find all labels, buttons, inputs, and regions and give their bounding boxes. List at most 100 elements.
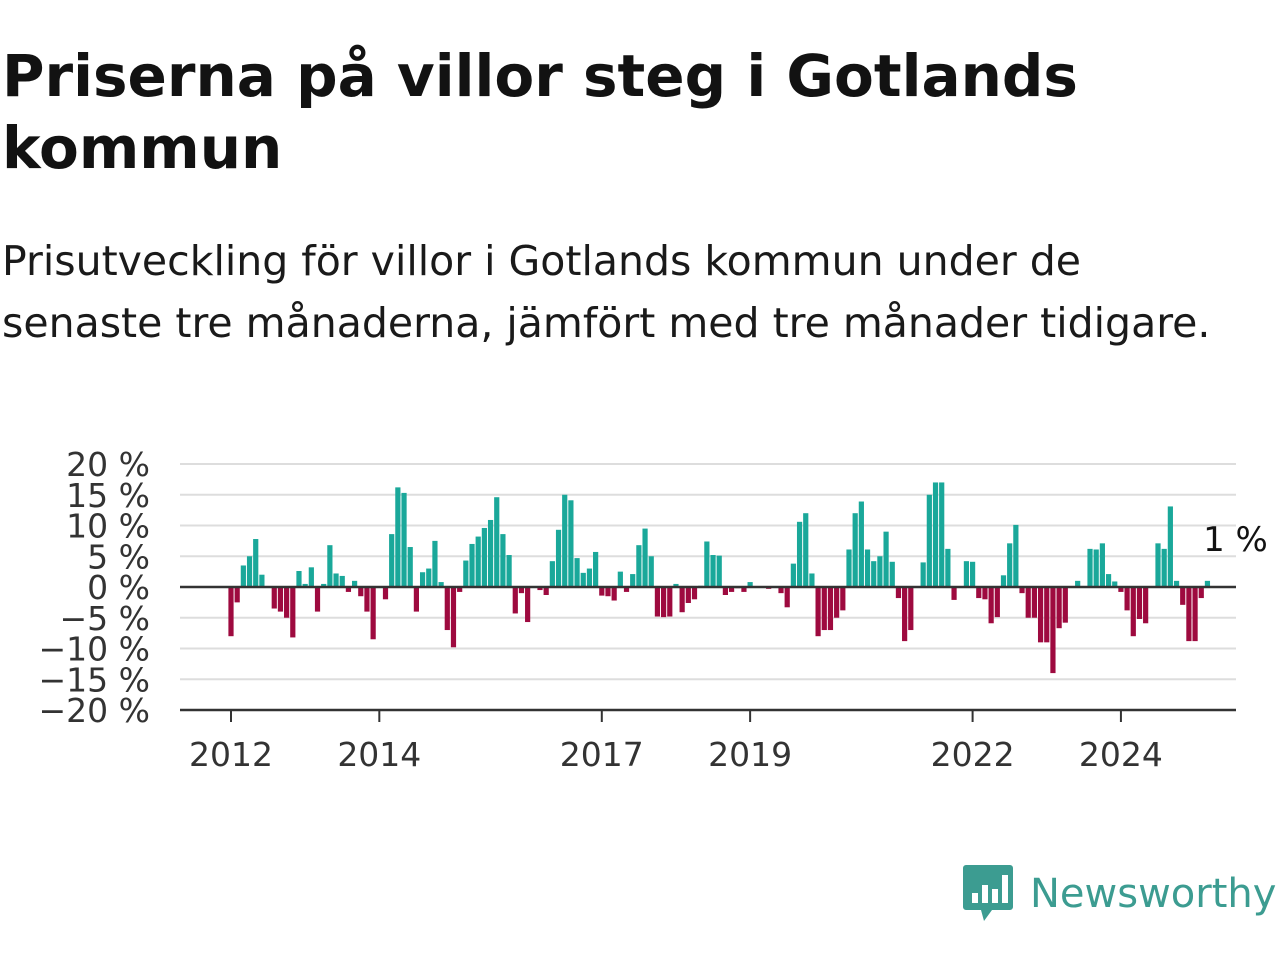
bar-negative	[994, 587, 1000, 618]
bar-positive	[352, 580, 358, 587]
bar-positive	[401, 492, 407, 587]
bar-negative	[512, 587, 518, 614]
bar-chart: 20 %15 %10 %5 %0 %−5 %−10 %−15 %−20 % 20…	[39, 445, 1268, 774]
bar-negative	[834, 587, 840, 618]
bar-positive	[500, 534, 506, 587]
bar-negative	[902, 587, 908, 642]
bar-positive	[883, 531, 889, 587]
bar-negative	[525, 587, 531, 623]
bar-negative	[1186, 587, 1192, 642]
bar-positive	[419, 572, 426, 587]
bar-negative	[982, 587, 988, 600]
y-tick-label: −15 %	[39, 660, 151, 699]
bar-positive	[1013, 524, 1019, 587]
bar-negative	[895, 587, 902, 599]
bar-positive	[617, 571, 623, 588]
bar-positive	[574, 558, 580, 587]
bar-positive	[1099, 543, 1105, 587]
bar-positive	[494, 497, 500, 587]
bar-negative	[685, 587, 691, 603]
bar-negative	[1019, 587, 1025, 594]
brand-name: Newsworthy	[1030, 871, 1277, 917]
bar-positive	[747, 582, 753, 587]
bar-positive	[333, 573, 339, 587]
grid-lines	[180, 463, 1236, 711]
bar-positive	[549, 561, 555, 587]
bar-positive	[1161, 548, 1167, 587]
y-axis-ticks: 20 %15 %10 %5 %0 %−5 %−10 %−15 %−20 %	[39, 445, 151, 730]
bar-negative	[277, 587, 284, 612]
bar-positive	[963, 561, 970, 587]
bar-negative	[234, 587, 240, 603]
bar-negative	[1056, 587, 1062, 629]
y-tick-label: −10 %	[39, 630, 151, 669]
bar-positive	[864, 549, 871, 587]
bar-positive	[673, 583, 679, 587]
bar-negative	[1198, 587, 1204, 599]
bar-negative	[1025, 587, 1031, 618]
y-tick-label: 0 %	[87, 568, 150, 607]
bar-negative	[413, 587, 419, 612]
bar-positive	[809, 573, 815, 587]
bar-positive	[253, 539, 259, 587]
bar-positive	[586, 568, 593, 587]
x-tick-label: 2017	[560, 735, 644, 774]
bar-positive	[308, 567, 314, 587]
bar-negative	[1143, 587, 1149, 624]
y-tick-label: 10 %	[66, 507, 150, 546]
bar-negative	[1192, 587, 1198, 642]
newsworthy-logo: Newsworthy	[962, 862, 1276, 926]
x-tick-label: 2022	[931, 735, 1015, 774]
bar-negative	[778, 587, 784, 594]
bar-positive	[630, 574, 636, 587]
bar-negative	[988, 587, 994, 624]
bar-positive	[580, 572, 586, 587]
bar-positive	[487, 519, 494, 587]
bar-positive	[593, 551, 599, 587]
bar-positive	[327, 545, 333, 587]
bar-positive	[920, 562, 926, 587]
bar-negative	[611, 587, 617, 601]
bar-positive	[426, 568, 432, 587]
bar-positive	[463, 560, 469, 587]
bar-positive	[1173, 580, 1180, 587]
bar-positive	[636, 545, 642, 587]
bar-negative	[815, 587, 821, 637]
bar-negative	[821, 587, 827, 631]
x-tick-label: 2019	[708, 735, 792, 774]
bar-positive	[1204, 580, 1211, 587]
bar-negative	[661, 587, 667, 618]
bar-positive	[716, 555, 722, 587]
bar-positive	[246, 556, 253, 587]
bar-negative	[623, 587, 630, 592]
bar-positive	[790, 563, 796, 587]
bar-positive	[302, 583, 308, 587]
bar-positive	[803, 513, 809, 587]
bar-negative	[358, 587, 364, 597]
bar-positive	[407, 547, 413, 587]
bar-negative	[1118, 587, 1124, 592]
bar-negative	[951, 587, 957, 600]
bar-negative	[784, 587, 790, 608]
bar-positive	[562, 494, 568, 587]
bar-positive	[1105, 574, 1112, 587]
bar-negative	[840, 587, 846, 611]
bar-negative	[1124, 587, 1130, 611]
bar-positive	[852, 513, 858, 587]
bar-negative	[370, 587, 376, 640]
y-tick-label: 20 %	[66, 445, 150, 484]
bar-negative	[1037, 587, 1044, 643]
x-tick-label: 2012	[189, 735, 273, 774]
bar-negative	[1130, 587, 1136, 637]
bar-positive	[1007, 543, 1013, 587]
bar-positive	[321, 583, 327, 587]
last-value-label: 1 %	[1203, 520, 1268, 560]
bar-negative	[908, 587, 914, 631]
bar-positive	[481, 527, 487, 587]
bar-positive	[475, 536, 481, 587]
bar-positive	[432, 540, 438, 588]
bar-negative	[679, 587, 685, 613]
bar-positive	[1155, 543, 1161, 587]
y-tick-label: 15 %	[66, 476, 150, 515]
bar-negative	[1180, 587, 1186, 605]
